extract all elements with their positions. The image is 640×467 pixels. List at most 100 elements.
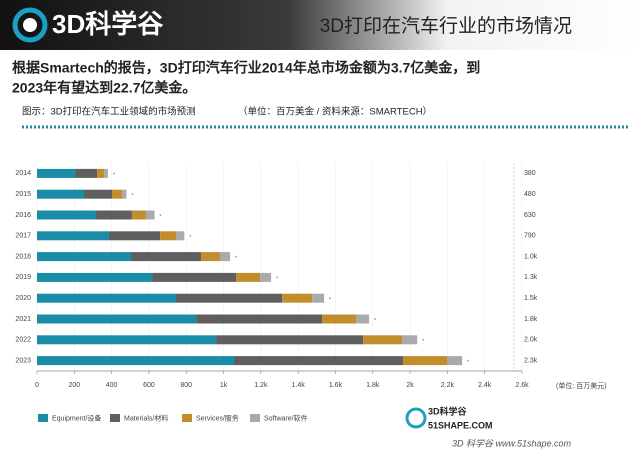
- x-tick-label: 1.4k: [292, 382, 306, 389]
- total-label: 1.5k: [524, 295, 538, 302]
- y-tick-label: 2019: [15, 274, 31, 281]
- y-tick-label: 2022: [15, 337, 31, 344]
- total-label: 480: [524, 191, 536, 198]
- legend-label: Materials/材料: [124, 413, 168, 422]
- total-marker: [235, 255, 237, 258]
- bar-segment: [200, 252, 220, 262]
- bar-segment: [37, 314, 197, 324]
- bar-segment: [37, 272, 153, 282]
- footer-ring: [405, 407, 427, 429]
- total-marker: [112, 172, 115, 175]
- total-label: 1.3k: [524, 274, 538, 281]
- total-marker: [374, 318, 376, 320]
- bar-segment: [402, 335, 418, 345]
- y-tick-label: 2021: [15, 316, 31, 323]
- y-tick-label: 2016: [15, 212, 31, 219]
- bar-segment: [175, 231, 185, 241]
- legend-swatch: [182, 414, 192, 422]
- bar-segment: [216, 335, 364, 345]
- bar-segment: [260, 272, 272, 282]
- legend-label: Software/软件: [264, 413, 308, 422]
- bar-segment: [175, 293, 283, 303]
- bar-segment: [131, 210, 146, 220]
- y-tick-label: 2017: [15, 233, 31, 240]
- y-tick-label: 2020: [15, 295, 31, 302]
- bar-segment: [37, 168, 76, 178]
- unit-label: (单位: 百万美元): [556, 381, 607, 390]
- bar-segment: [219, 252, 231, 262]
- legend-label: Equipment/设备: [52, 413, 101, 422]
- slide-title: 3D打印在汽车行业的市场情况: [320, 15, 572, 37]
- legend-swatch: [250, 414, 260, 422]
- footer-site: 51SHAPE.COM: [428, 420, 493, 430]
- bar-segment: [355, 314, 370, 324]
- bar-segment: [37, 293, 176, 303]
- total-marker: [276, 276, 279, 279]
- x-tick-label: 1.2k: [254, 382, 268, 389]
- total-label: 630: [524, 212, 536, 219]
- bar-segment: [111, 189, 123, 199]
- bar-segment: [37, 210, 96, 220]
- total-marker: [422, 338, 425, 341]
- y-tick-label: 2015: [15, 191, 31, 198]
- header-band: [0, 0, 640, 50]
- total-label: 2.3k: [524, 357, 538, 364]
- bar-segment: [103, 168, 108, 178]
- bar-segment: [312, 293, 325, 303]
- x-tick-label: 400: [106, 382, 118, 389]
- footer-caption: 3D 科学谷 www.51shape.com: [452, 438, 572, 448]
- bar-segment: [109, 231, 161, 241]
- bar-segment: [152, 272, 237, 282]
- logo-ring: [12, 7, 48, 43]
- chart-title: 图示：3D打印在汽车工业领域的市场预测: [22, 106, 196, 118]
- total-label: 1.0k: [524, 253, 538, 260]
- bar-segment: [282, 293, 313, 303]
- bar-segment: [236, 272, 261, 282]
- bar-segment: [37, 189, 85, 199]
- x-tick-label: 2.2k: [441, 382, 455, 389]
- total-label: 1.8k: [524, 316, 538, 323]
- total-marker: [329, 297, 331, 300]
- y-tick-label: 2018: [15, 253, 31, 260]
- bar-segment: [95, 210, 132, 220]
- total-marker: [467, 359, 470, 362]
- y-tick-label: 2023: [15, 357, 31, 364]
- chart-subtitle: （单位：百万美金 / 资料来源：SMARTECH）: [238, 106, 432, 118]
- bar-segment: [75, 168, 98, 178]
- bar-segment: [160, 231, 176, 241]
- x-tick-label: 1.6k: [329, 382, 343, 389]
- bar-segment: [37, 356, 234, 366]
- bar-segment: [122, 189, 127, 199]
- bar-segment: [322, 314, 356, 324]
- logo-text: 3D科学谷: [52, 9, 164, 39]
- y-tick-label: 2014: [15, 170, 31, 177]
- x-tick-label: 2.4k: [478, 382, 492, 389]
- total-label: 790: [524, 233, 536, 240]
- total-marker: [131, 193, 134, 196]
- legend-label: Services/服务: [196, 413, 239, 422]
- x-tick-label: 1k: [220, 382, 228, 389]
- x-tick-label: 600: [143, 382, 155, 389]
- bar-segment: [447, 356, 463, 366]
- bar-segment: [145, 210, 155, 220]
- bar-segment: [37, 335, 217, 345]
- x-tick-label: 0: [35, 382, 39, 389]
- x-tick-label: 200: [68, 382, 80, 389]
- bar-segment: [196, 314, 323, 324]
- total-marker: [189, 234, 192, 237]
- bar-segment: [84, 189, 112, 199]
- legend-swatch: [38, 414, 48, 422]
- legend-swatch: [110, 414, 120, 422]
- total-marker: [159, 214, 162, 216]
- bar-segment: [37, 231, 110, 241]
- x-tick-label: 2k: [406, 382, 414, 389]
- bar-segment: [233, 356, 403, 366]
- bar-segment: [37, 252, 132, 262]
- bar-segment: [97, 168, 104, 178]
- total-label: 380: [524, 170, 536, 177]
- logo-dot: [23, 18, 37, 32]
- intro-line: 2023年有望达到22.7亿美金。: [12, 80, 196, 96]
- x-tick-label: 800: [180, 382, 192, 389]
- total-label: 2.0k: [524, 337, 538, 344]
